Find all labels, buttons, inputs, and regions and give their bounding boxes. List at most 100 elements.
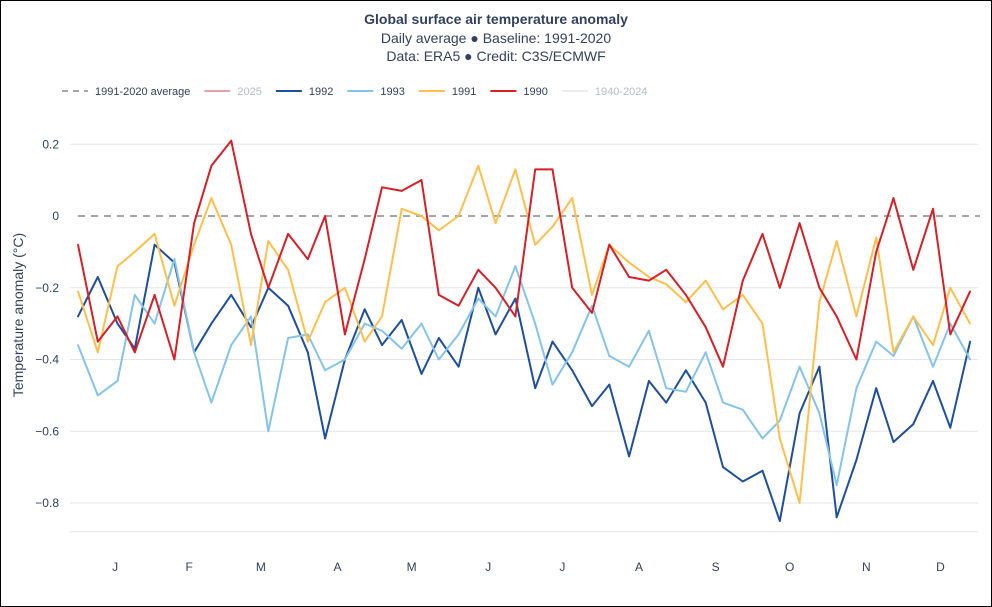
- data-point-1990: [457, 304, 460, 307]
- legend-label: 1991: [452, 86, 476, 98]
- y-tick-label: −0.6: [35, 424, 59, 438]
- data-point-1990: [77, 243, 79, 246]
- data-point-1991: [457, 215, 460, 217]
- data-point-1990: [761, 233, 764, 235]
- data-point-1993: [628, 365, 630, 368]
- data-point-1992: [116, 322, 119, 325]
- data-point-1991: [647, 276, 650, 278]
- data-point-1993: [798, 365, 801, 368]
- data-point-1991: [875, 236, 878, 239]
- data-point-1990: [514, 315, 517, 318]
- x-tick-label: M: [256, 560, 266, 574]
- data-point-1990: [133, 351, 136, 354]
- data-point-1992: [324, 437, 327, 440]
- data-point-1991: [628, 261, 630, 264]
- y-tick-label: −0.8: [35, 496, 59, 510]
- grid-lines: [70, 143, 978, 533]
- series-line-1992[interactable]: [77, 243, 972, 522]
- legend-label: 1993: [380, 86, 404, 98]
- data-point-1991: [381, 315, 383, 318]
- x-tick-label: J: [485, 560, 491, 574]
- x-tick-label: F: [186, 560, 193, 574]
- legend-item-1940-2024[interactable]: 1940-2024: [561, 86, 648, 98]
- data-point-1992: [534, 387, 537, 390]
- legend-item-1991[interactable]: 1991: [418, 86, 476, 98]
- x-tick-label: A: [635, 560, 643, 574]
- data-point-1993: [608, 355, 611, 357]
- data-point-1993: [230, 344, 233, 347]
- data-point-1992: [250, 326, 252, 329]
- y-tick-label: 0: [52, 209, 59, 223]
- data-point-1993: [892, 355, 895, 357]
- data-point-1992: [665, 401, 668, 404]
- data-point-1993: [534, 322, 537, 325]
- data-point-1992: [77, 315, 79, 318]
- data-point-1992: [685, 369, 687, 372]
- series-line-1990[interactable]: [77, 139, 972, 368]
- data-point-1990: [685, 294, 687, 296]
- data-point-1990: [818, 286, 821, 289]
- chart-subtitle-baseline: Daily average ● Baseline: 1991-2020: [380, 30, 612, 46]
- data-point-1993: [381, 329, 383, 332]
- legend-label: 1940-2024: [595, 86, 648, 98]
- legend-item-1991-2020 average[interactable]: 1991-2020 average: [62, 86, 190, 98]
- data-point-1991: [835, 240, 838, 243]
- x-tick-label: J: [559, 560, 565, 574]
- data-point-1993: [173, 258, 176, 260]
- data-point-1990: [153, 294, 156, 296]
- data-point-1992: [514, 297, 517, 300]
- data-point-1993: [494, 315, 497, 318]
- data-point-1991: [77, 290, 79, 293]
- data-point-1990: [437, 294, 440, 296]
- data-point-1990: [778, 286, 781, 289]
- data-point-1993: [818, 412, 821, 415]
- data-point-1991: [287, 268, 289, 271]
- chart-title: Global surface air temperature anomaly: [364, 11, 628, 27]
- y-axis-ticks: 0.2 0 −0.2 −0.4 −0.6 −0.8: [35, 137, 59, 510]
- legend-item-2025[interactable]: 2025: [204, 86, 262, 98]
- data-point-1991: [153, 233, 156, 235]
- data-point-1991: [267, 240, 270, 243]
- data-point-1990: [835, 315, 838, 318]
- data-point-1991: [210, 197, 213, 199]
- x-tick-label: A: [333, 560, 341, 574]
- data-point-1993: [741, 408, 744, 411]
- data-point-1990: [647, 279, 650, 282]
- data-point-1991: [892, 351, 895, 354]
- data-point-1993: [514, 265, 517, 268]
- data-point-1991: [798, 502, 801, 504]
- data-point-1993: [875, 340, 878, 343]
- data-point-1993: [477, 297, 480, 300]
- data-point-1990: [969, 290, 972, 293]
- data-point-1993: [835, 484, 838, 486]
- data-point-1993: [116, 380, 119, 382]
- data-point-1990: [591, 311, 593, 314]
- data-point-1993: [437, 358, 440, 361]
- data-point-1990: [173, 358, 176, 361]
- data-point-1990: [571, 286, 574, 289]
- data-point-1991: [704, 279, 707, 282]
- series-line-1993[interactable]: [77, 258, 971, 487]
- y-axis-label: Temperature anomaly (°C): [10, 233, 26, 397]
- data-point-1993: [193, 351, 196, 354]
- data-point-1991: [363, 340, 366, 343]
- data-point-1992: [835, 516, 838, 519]
- x-tick-label: M: [407, 560, 417, 574]
- legend-item-1990[interactable]: 1990: [490, 86, 548, 98]
- data-point-1992: [306, 351, 309, 354]
- data-point-1993: [551, 383, 554, 386]
- legend-item-1992[interactable]: 1992: [275, 86, 333, 98]
- data-point-1992: [381, 344, 383, 347]
- legend-item-1993[interactable]: 1993: [347, 86, 405, 98]
- x-tick-label: D: [936, 560, 945, 574]
- data-point-1993: [267, 430, 270, 433]
- data-point-1990: [534, 168, 537, 171]
- data-point-1992: [628, 455, 630, 458]
- data-point-1990: [949, 333, 952, 336]
- data-point-1990: [267, 286, 270, 289]
- data-point-1993: [343, 358, 346, 361]
- data-point-1990: [400, 189, 403, 192]
- data-point-1992: [400, 319, 403, 321]
- data-point-1993: [665, 387, 668, 390]
